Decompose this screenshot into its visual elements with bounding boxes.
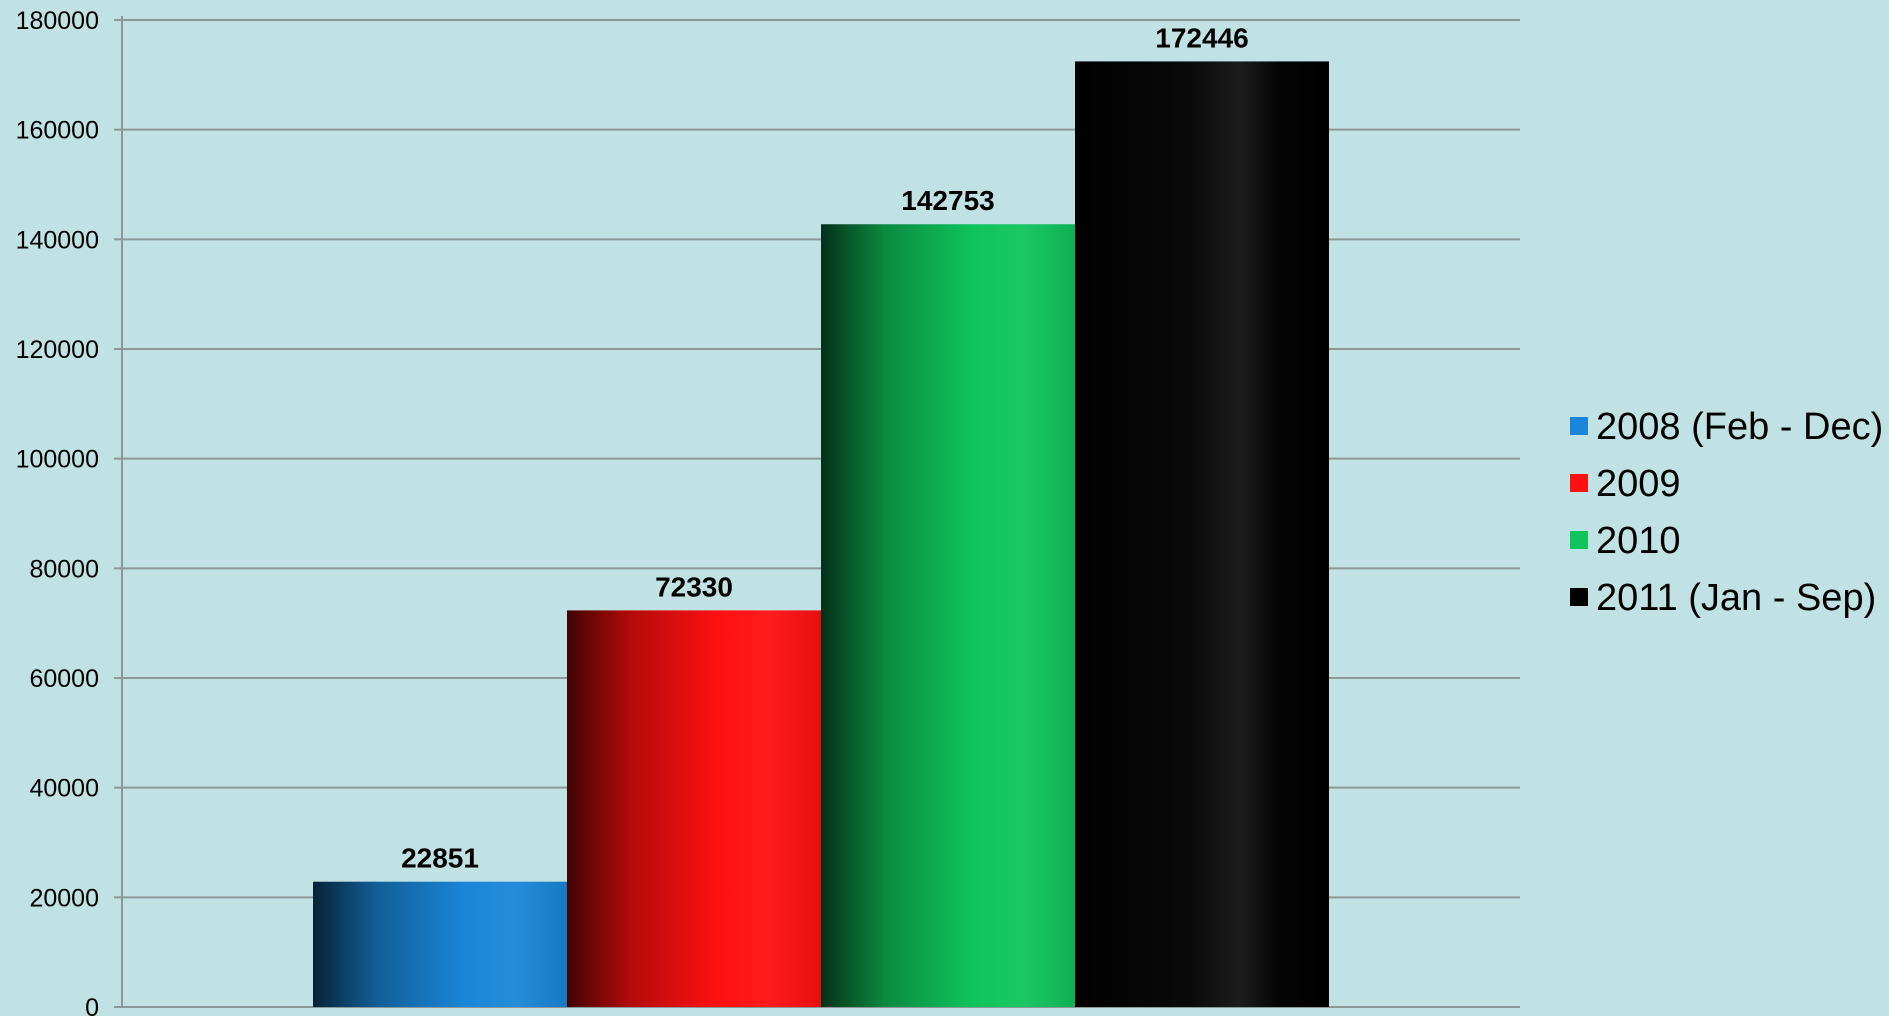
legend-item: 2008 (Feb - Dec): [1570, 406, 1883, 448]
bars: [313, 61, 1329, 1008]
data-label: 22851: [401, 843, 479, 874]
bar-1: [313, 881, 567, 1007]
legend: 2008 (Feb - Dec) 2009 2010 2011 (Jan - Sep): [1570, 406, 1883, 619]
y-tick-label: 180000: [16, 7, 99, 35]
data-label: 142753: [901, 185, 994, 216]
legend-item: 2010: [1570, 520, 1681, 562]
y-tick-label: 60000: [29, 665, 99, 693]
legend-label: 2008 (Feb - Dec): [1596, 406, 1883, 448]
legend-swatch: [1570, 531, 1588, 549]
y-tick-label: 40000: [29, 775, 99, 803]
legend-label: 2011 (Jan - Sep): [1596, 577, 1876, 619]
y-axis: 0 20000 40000 60000 80000 100000 120000 140000 1…: [16, 7, 123, 1016]
y-tick-label: 140000: [16, 226, 99, 254]
legend-item: 2009: [1570, 463, 1681, 505]
y-tick-label: 160000: [16, 117, 99, 145]
bar-4: [1075, 61, 1329, 1008]
legend-swatch: [1570, 417, 1588, 435]
legend-swatch: [1570, 474, 1588, 492]
y-tick-label: 20000: [29, 884, 99, 912]
legend-label: 2010: [1596, 520, 1681, 562]
bar-2: [567, 610, 821, 1007]
legend-swatch: [1570, 588, 1588, 606]
legend-label: 2009: [1596, 463, 1681, 505]
y-tick-label: 0: [85, 994, 99, 1016]
y-tick-label: 100000: [16, 446, 99, 474]
bar-3: [821, 224, 1075, 1007]
y-tick-label: 120000: [16, 336, 99, 364]
legend-item: 2011 (Jan - Sep): [1570, 577, 1876, 619]
data-label: 172446: [1155, 22, 1248, 53]
y-tick-label: 80000: [29, 555, 99, 583]
data-label: 72330: [655, 571, 733, 602]
data-labels: 22851 72330 142753 172446: [401, 22, 1249, 873]
